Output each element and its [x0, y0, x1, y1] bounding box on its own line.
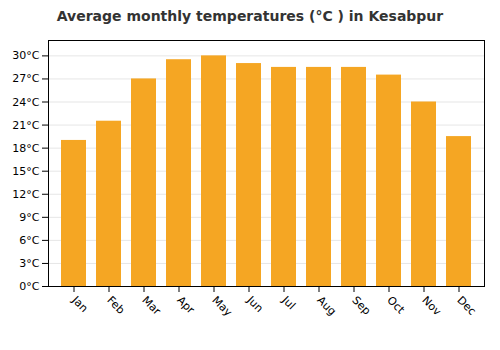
svg-text:Oct: Oct: [384, 294, 407, 317]
svg-text:Aug: Aug: [314, 294, 338, 318]
svg-text:Feb: Feb: [104, 294, 127, 317]
svg-text:15°C: 15°C: [12, 165, 39, 178]
svg-text:Apr: Apr: [174, 294, 197, 317]
svg-text:3°C: 3°C: [19, 257, 39, 270]
svg-text:Jul: Jul: [279, 293, 298, 312]
svg-text:9°C: 9°C: [19, 211, 39, 224]
svg-text:Dec: Dec: [454, 294, 478, 318]
svg-text:Mar: Mar: [139, 294, 163, 318]
svg-text:27°C: 27°C: [12, 72, 39, 85]
svg-text:6°C: 6°C: [19, 234, 39, 247]
svg-text:Nov: Nov: [419, 294, 444, 319]
html-text:Average monthly temperatures (: Average monthly temperatures (°C ) in Ke…: [56, 8, 444, 24]
svg-text:24°C: 24°C: [12, 96, 39, 109]
svg-text:0°C: 0°C: [19, 280, 39, 293]
svg-text:Sep: Sep: [349, 294, 373, 318]
svg-text:21°C: 21°C: [12, 119, 39, 132]
svg-text:18°C: 18°C: [12, 142, 39, 155]
svg-text:12°C: 12°C: [12, 188, 39, 201]
svg-text:May: May: [209, 294, 235, 320]
svg-text:Jan: Jan: [69, 293, 91, 315]
svg-text:30°C: 30°C: [12, 49, 39, 62]
svg-text:Jun: Jun: [244, 293, 266, 315]
